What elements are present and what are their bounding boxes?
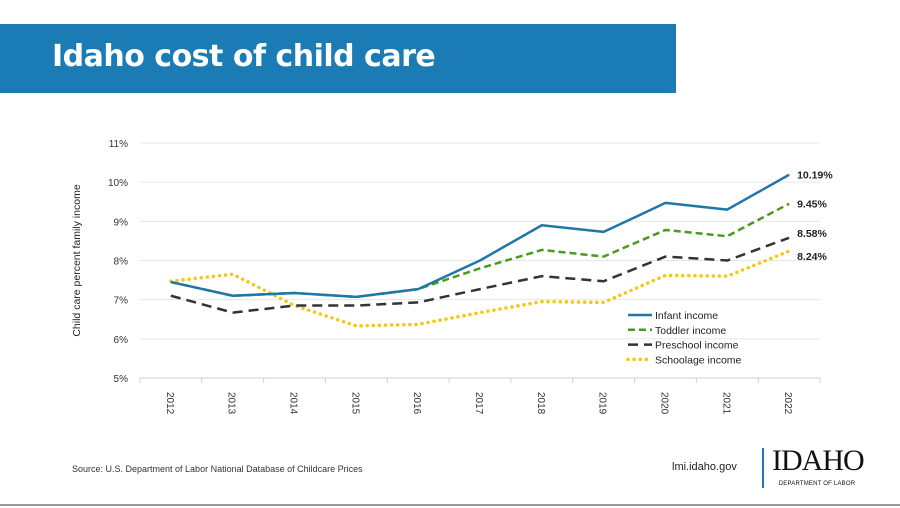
title-banner: Idaho cost of child care: [0, 24, 676, 93]
x-tick-label: 2012: [164, 392, 175, 415]
x-tick-label: 2018: [535, 392, 546, 415]
logo-divider: [762, 448, 764, 488]
y-tick-label: 11%: [109, 139, 128, 150]
end-value-label: 8.58%: [797, 228, 827, 240]
end-value-label: 9.45%: [797, 199, 827, 211]
end-value-label: 8.24%: [797, 251, 827, 263]
legend-label: Preschool income: [655, 340, 739, 352]
logo-text: IDAHO: [772, 444, 865, 477]
x-tick-label: 2019: [597, 392, 608, 415]
legend: Infant income Toddler income Preschool inc…: [626, 310, 742, 366]
x-tick-label: 2022: [782, 392, 793, 415]
y-axis-label: Child care percent family income: [71, 184, 83, 336]
x-tick-label: 2015: [349, 392, 360, 415]
y-tick-label: 6%: [114, 335, 129, 346]
series-line-toddler-income: [170, 202, 790, 299]
logo-subtext: DEPARTMENT OF LABOR: [778, 481, 856, 487]
source-note: Source: U.S. Department of Labor Nationa…: [72, 464, 363, 474]
y-tick-label: 10%: [108, 178, 128, 189]
x-tick-label: 2017: [473, 392, 484, 415]
page-title: Idaho cost of child care: [52, 39, 436, 74]
y-tick-label: 9%: [114, 217, 129, 228]
y-tick-label: 5%: [114, 374, 129, 385]
legend-label: Infant income: [655, 310, 718, 322]
line-chart: 5% 6% 7% 8% 9% 10% 11% 2012 2013 2014 2015 2016 2017…: [71, 139, 833, 415]
x-tick-label: 2021: [720, 392, 731, 415]
site-link[interactable]: lmi.idaho.gov: [672, 461, 737, 473]
legend-label: Toddler income: [655, 325, 726, 337]
x-tick-label: 2013: [226, 392, 237, 415]
x-tick-label: 2020: [658, 392, 669, 415]
end-value-label: 10.19%: [797, 170, 833, 182]
x-tick-label: 2014: [288, 392, 299, 415]
y-tick-label: 7%: [114, 296, 129, 307]
idaho-dol-logo: IDAHO DEPARTMENT OF LABOR: [772, 444, 865, 488]
x-tick-label: 2016: [411, 392, 422, 415]
bottom-rule: [0, 504, 900, 506]
y-tick-label: 8%: [114, 257, 129, 268]
legend-label: Schoolage income: [655, 354, 742, 366]
series-line-infant-income: [170, 173, 790, 299]
